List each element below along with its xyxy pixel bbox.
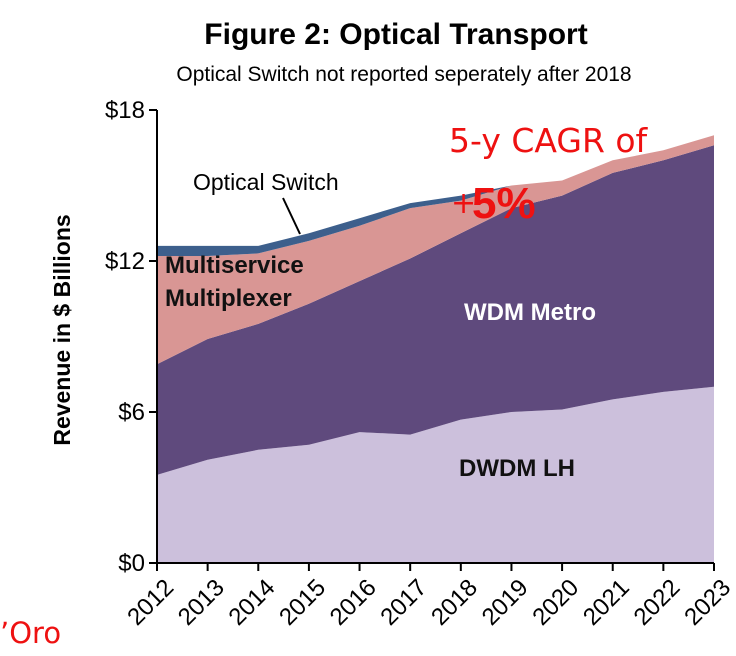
multiservice-label-line1: Multiservice — [165, 252, 304, 279]
x-tick-label: 2019 — [477, 574, 534, 631]
y-tick-label: $6 — [118, 399, 145, 426]
cagr-annotation-line1: 5-y CAGR of — [449, 121, 649, 160]
dwdm-lh-label: DWDM LH — [459, 455, 575, 482]
x-tick-label: 2015 — [274, 574, 331, 631]
cagr-value: 5% — [472, 179, 536, 228]
multiservice-label-line2: Multiplexer — [165, 285, 292, 312]
x-tick-label: 2020 — [527, 574, 584, 631]
x-tick-label: 2016 — [325, 574, 382, 631]
x-tick-label: 2023 — [679, 574, 736, 631]
corner-source-fragment: ’Oro — [0, 616, 61, 650]
optical-switch-leader-line — [282, 197, 301, 235]
wdm-metro-label: WDM Metro — [464, 299, 596, 326]
cagr-plus-sign: + — [451, 186, 476, 221]
y-axis-label: Revenue in $ Billions — [49, 214, 75, 445]
chart-subtitle: Optical Switch not reported seperately a… — [176, 63, 631, 86]
stacked-area-layer — [157, 135, 714, 563]
x-tick-label: 2022 — [629, 574, 686, 631]
x-tick-label: 2014 — [224, 574, 281, 631]
y-tick-label: $12 — [105, 248, 145, 275]
x-axis-ticks: 2012201320142015201620172018201920202021… — [122, 563, 736, 631]
x-tick-label: 2017 — [375, 574, 432, 631]
y-tick-label: $0 — [118, 550, 145, 577]
area-dwdm-lh — [157, 386, 714, 563]
x-tick-label: 2018 — [426, 574, 483, 631]
optical-switch-annotation: Optical Switch — [193, 169, 339, 195]
x-tick-label: 2021 — [578, 574, 635, 631]
x-tick-label: 2013 — [173, 574, 230, 631]
chart-title: Figure 2: Optical Transport — [204, 18, 587, 51]
area-wdm-metro — [157, 145, 714, 475]
y-axis-ticks: $0 $6 $12 $18 — [105, 97, 157, 577]
area-multiservice-multiplexer — [157, 135, 714, 365]
x-tick-label: 2012 — [122, 574, 179, 631]
y-tick-label: $18 — [105, 97, 145, 124]
